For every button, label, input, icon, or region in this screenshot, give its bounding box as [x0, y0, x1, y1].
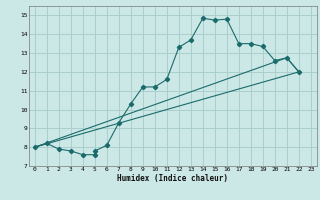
X-axis label: Humidex (Indice chaleur): Humidex (Indice chaleur)	[117, 174, 228, 183]
